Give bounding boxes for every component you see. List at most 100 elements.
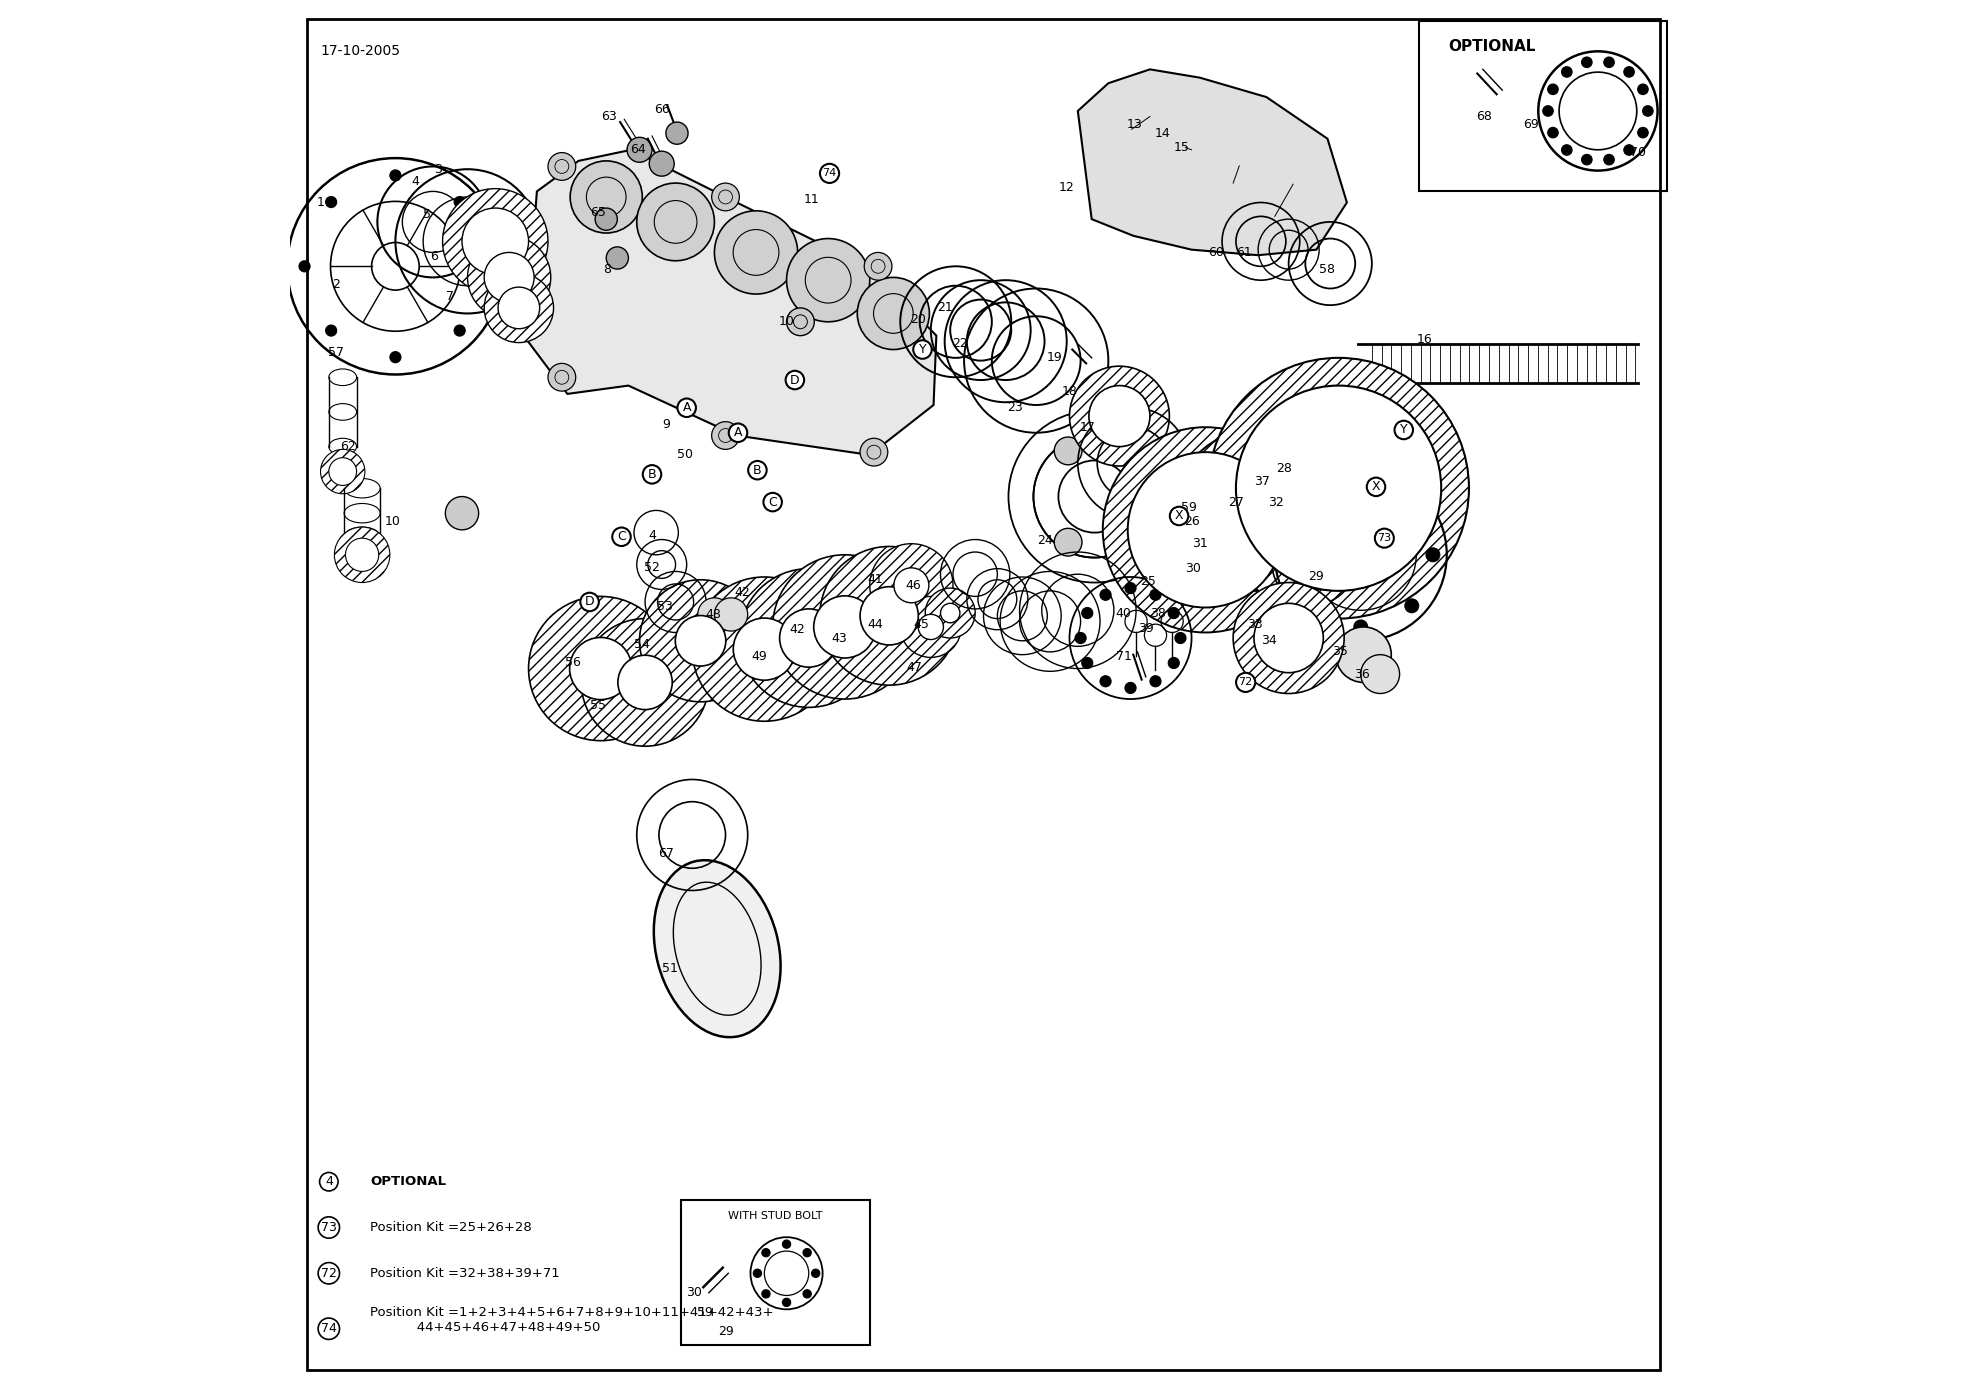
Circle shape — [346, 538, 380, 571]
Text: 41: 41 — [867, 573, 883, 587]
Circle shape — [1548, 128, 1558, 137]
Circle shape — [812, 1269, 820, 1277]
Circle shape — [698, 598, 732, 631]
Circle shape — [787, 308, 814, 336]
Text: 43: 43 — [832, 631, 848, 645]
Text: X: X — [1174, 509, 1184, 523]
Ellipse shape — [653, 860, 781, 1037]
Circle shape — [549, 153, 576, 180]
Circle shape — [1603, 154, 1615, 165]
Circle shape — [649, 151, 675, 176]
Circle shape — [1174, 632, 1186, 644]
Circle shape — [389, 169, 401, 180]
Circle shape — [1125, 682, 1137, 694]
Circle shape — [1103, 427, 1308, 632]
Circle shape — [1336, 627, 1391, 682]
Circle shape — [1282, 548, 1296, 562]
Circle shape — [1100, 675, 1111, 687]
Circle shape — [1249, 570, 1263, 584]
Text: 53: 53 — [657, 599, 673, 613]
Text: 37: 37 — [1255, 474, 1271, 488]
Circle shape — [714, 211, 799, 294]
Circle shape — [761, 1248, 771, 1257]
Text: 23: 23 — [1007, 401, 1023, 415]
Text: 56: 56 — [565, 656, 580, 670]
Circle shape — [637, 183, 714, 261]
Text: WITH STUD BOLT: WITH STUD BOLT — [728, 1211, 822, 1221]
Circle shape — [919, 614, 944, 639]
Circle shape — [462, 208, 529, 275]
Text: 32: 32 — [1269, 495, 1284, 509]
Circle shape — [334, 527, 389, 583]
Text: 34: 34 — [1261, 634, 1277, 648]
Text: 30: 30 — [686, 1286, 702, 1300]
Text: 74: 74 — [822, 168, 836, 179]
Circle shape — [1639, 85, 1648, 94]
Text: 39: 39 — [1137, 621, 1155, 635]
Polygon shape — [525, 150, 936, 455]
Text: 18: 18 — [1062, 384, 1078, 398]
Circle shape — [869, 544, 952, 627]
Text: Position Kit =25+26+28: Position Kit =25+26+28 — [370, 1221, 533, 1234]
Text: A: A — [683, 401, 690, 415]
Circle shape — [328, 458, 356, 485]
Text: 6: 6 — [431, 250, 439, 264]
Circle shape — [1125, 583, 1137, 594]
Circle shape — [484, 252, 535, 302]
Circle shape — [529, 596, 673, 741]
Text: 4: 4 — [411, 175, 419, 189]
Circle shape — [596, 208, 618, 230]
Text: 17: 17 — [1080, 420, 1096, 434]
Circle shape — [299, 261, 311, 272]
Circle shape — [327, 197, 336, 208]
Text: 65: 65 — [590, 205, 606, 219]
Circle shape — [803, 1290, 810, 1298]
Text: 5: 5 — [423, 208, 431, 222]
Circle shape — [712, 183, 740, 211]
Circle shape — [1151, 589, 1161, 601]
Circle shape — [1296, 456, 1310, 470]
Text: 11: 11 — [805, 193, 820, 207]
Text: 67: 67 — [657, 846, 675, 860]
Text: 27: 27 — [1227, 495, 1243, 509]
Circle shape — [1642, 105, 1652, 117]
Circle shape — [498, 287, 539, 329]
Text: 71: 71 — [1115, 649, 1131, 663]
Circle shape — [582, 619, 708, 746]
Text: 44: 44 — [867, 617, 883, 631]
Text: 51: 51 — [663, 961, 679, 975]
Circle shape — [480, 261, 492, 272]
Text: 29: 29 — [1308, 570, 1324, 584]
Circle shape — [783, 1298, 791, 1307]
Text: 72: 72 — [321, 1266, 336, 1280]
Text: D: D — [791, 373, 801, 387]
Text: 62: 62 — [340, 440, 356, 454]
Circle shape — [484, 273, 553, 343]
Circle shape — [1562, 144, 1572, 155]
Circle shape — [1581, 57, 1591, 68]
Text: 63: 63 — [602, 110, 618, 123]
Text: 25: 25 — [1141, 574, 1157, 588]
Text: 45: 45 — [913, 617, 928, 631]
Circle shape — [858, 277, 928, 350]
Text: 73: 73 — [1377, 533, 1391, 544]
Text: 48: 48 — [704, 608, 722, 621]
Circle shape — [1353, 476, 1367, 490]
Circle shape — [1426, 548, 1440, 562]
Circle shape — [1054, 437, 1082, 465]
Circle shape — [901, 596, 962, 657]
Circle shape — [443, 189, 549, 294]
Circle shape — [1133, 483, 1161, 510]
Circle shape — [860, 438, 887, 466]
Circle shape — [454, 325, 466, 336]
Text: 10: 10 — [386, 515, 401, 528]
Circle shape — [820, 546, 958, 685]
Text: C: C — [769, 495, 777, 509]
Circle shape — [667, 122, 688, 144]
Circle shape — [606, 247, 627, 269]
Text: 57: 57 — [328, 345, 344, 359]
Circle shape — [864, 252, 891, 280]
Text: 17-10-2005: 17-10-2005 — [321, 44, 401, 58]
Circle shape — [389, 352, 401, 363]
Circle shape — [1625, 67, 1635, 78]
